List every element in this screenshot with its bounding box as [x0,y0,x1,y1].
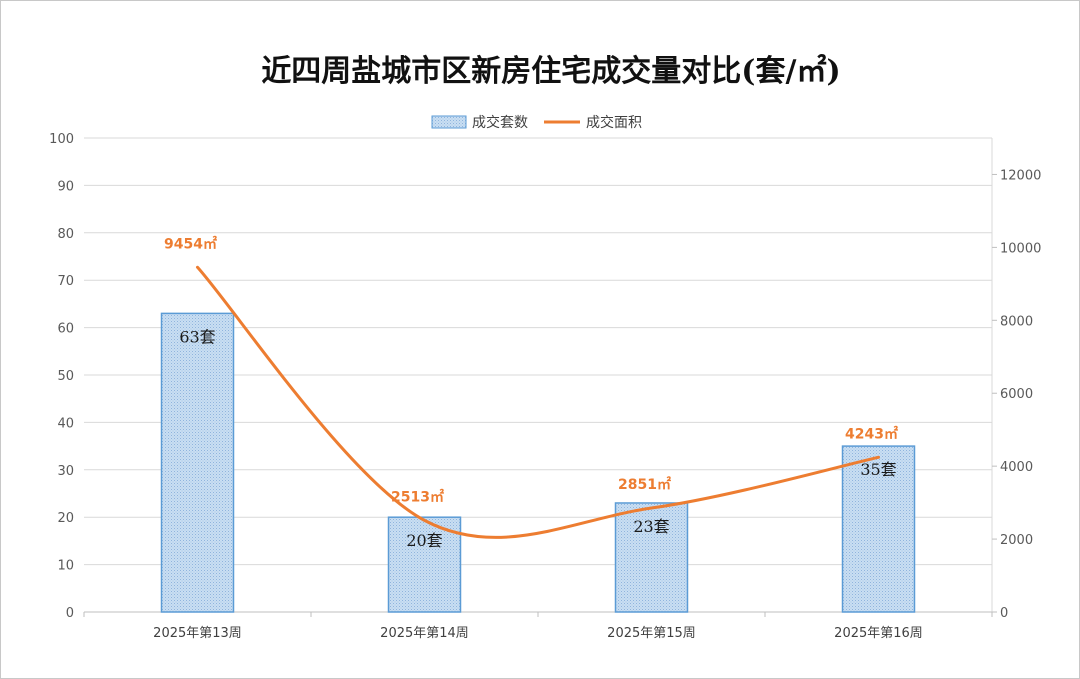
y-left-tick-label: 50 [57,369,74,384]
y-left-tick-label: 90 [57,179,74,194]
x-tick-label: 2025年第13周 [153,626,242,641]
line-data-label: 9454㎡ [164,235,217,252]
y-right-tick-label: 8000 [1000,314,1033,329]
area-line [196,265,880,539]
bar-data-label: 23套 [633,517,669,536]
chart-title: 近四周盐城市区新房住宅成交量对比(套/㎡) [261,54,840,89]
bar [614,502,689,613]
y-left-tick-label: 100 [49,132,74,147]
bar [387,516,462,613]
y-left-tick-label: 0 [66,606,74,621]
y-left-tick-label: 70 [57,274,74,289]
line-data-label: 2851㎡ [618,476,671,493]
bar-data-labels: 63套 20套 23套 35套 [179,327,896,550]
y-right-tick-label: 6000 [1000,387,1033,402]
y-left-tick-label: 10 [57,559,74,574]
legend-label-bar: 成交套数 [472,114,528,131]
y-right-tick-label: 2000 [1000,533,1033,548]
line-data-labels: 9454㎡ 2513㎡ 2851㎡ 4243㎡ [164,235,898,505]
y-right-tick-label: 0 [1000,606,1008,621]
y-axis-left: 0 10 20 30 40 50 60 70 80 90 100 [49,132,74,621]
bar-data-label: 63套 [179,327,215,346]
y-axis-right: 0 2000 4000 6000 8000 10000 12000 [991,138,1041,621]
line-data-label: 4243㎡ [845,425,898,442]
bar-series [160,312,916,613]
x-tick-label: 2025年第16周 [834,626,923,641]
bar-data-label: 35套 [860,460,896,479]
y-left-tick-label: 20 [57,511,74,526]
y-right-tick-label: 10000 [1000,241,1041,256]
bar [160,312,235,613]
y-right-tick-label: 12000 [1000,168,1041,183]
x-axis: 2025年第13周 2025年第14周 2025年第15周 2025年第16周 [83,611,993,641]
line-series [196,265,880,539]
bar-data-label: 20套 [406,531,442,550]
x-tick-label: 2025年第14周 [380,626,469,641]
x-tick-label: 2025年第15周 [607,626,696,641]
legend-swatch-bar [431,115,467,129]
y-left-tick-label: 30 [57,464,74,479]
line-data-label: 2513㎡ [391,488,444,505]
y-right-tick-label: 4000 [1000,460,1033,475]
y-left-tick-label: 60 [57,322,74,337]
y-left-tick-label: 80 [57,227,74,242]
legend: 成交套数 成交面积 [431,114,642,131]
y-left-tick-label: 40 [57,416,74,431]
bar [841,445,916,613]
legend-label-line: 成交面积 [586,114,642,131]
